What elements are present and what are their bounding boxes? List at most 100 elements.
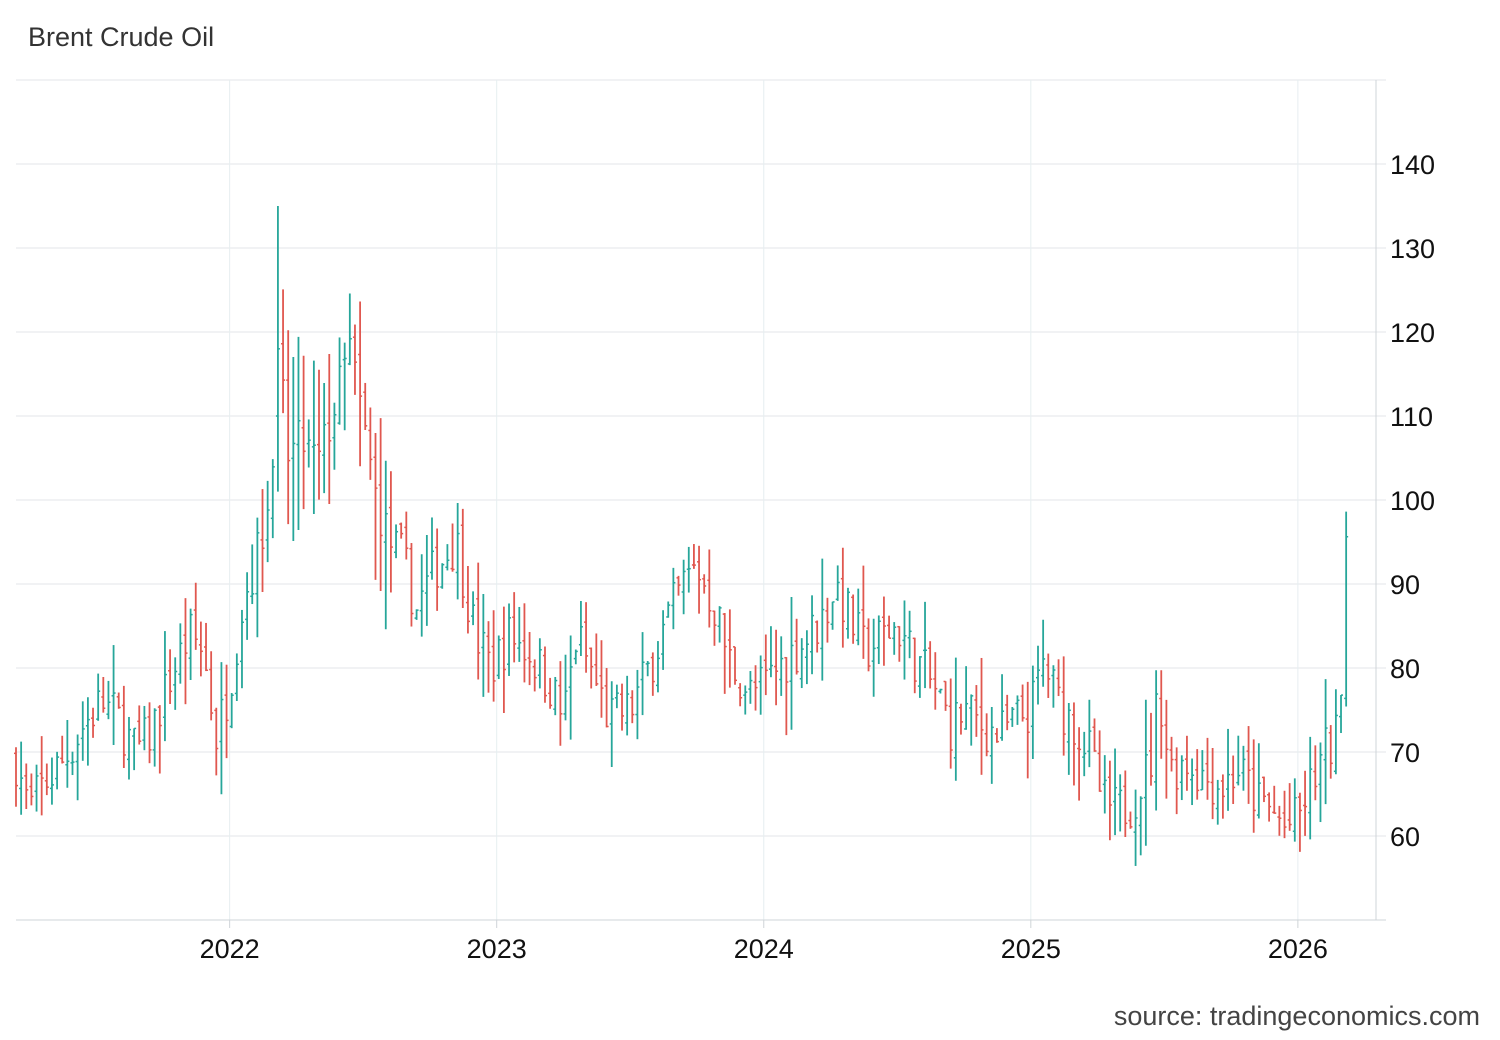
ohlc-bar: [337, 337, 342, 425]
ohlc-bar: [856, 588, 861, 646]
ohlc-bar: [204, 622, 209, 672]
ohlc-bar: [352, 324, 357, 395]
x-tick-label-2025: 2025: [1001, 934, 1061, 964]
ohlc-bar: [1030, 665, 1035, 759]
ohlc-bar: [1277, 805, 1282, 836]
y-tick-label-70: 70: [1390, 738, 1420, 768]
ohlc-bar: [943, 680, 948, 711]
y-tick-label-130: 130: [1390, 234, 1435, 264]
ohlc-bar: [1097, 730, 1102, 792]
ohlc-bar: [650, 652, 655, 696]
ohlc-bar: [327, 354, 332, 505]
ohlc-bar: [779, 636, 784, 696]
ohlc-bar: [91, 707, 96, 738]
ohlc-bar: [414, 609, 419, 620]
ohlc-bar: [501, 606, 506, 713]
ohlc-bar: [147, 702, 152, 764]
ohlc-bar: [994, 728, 999, 743]
ohlc-bar: [250, 544, 255, 605]
ohlc-bar: [609, 681, 614, 767]
ohlc-bar: [183, 598, 188, 705]
ohlc-bar: [917, 656, 922, 698]
ohlc-bar: [424, 534, 429, 626]
ohlc-bar: [820, 558, 825, 681]
ohlc-bar: [435, 528, 440, 611]
ohlc-bar: [245, 572, 250, 640]
ohlc-bars: [14, 206, 1349, 866]
ohlc-bar: [866, 618, 871, 672]
ohlc-bar: [55, 751, 60, 790]
ohlc-bar: [748, 671, 753, 704]
ohlc-bar: [573, 649, 578, 665]
ohlc-bar: [1215, 779, 1220, 825]
ohlc-bar: [738, 683, 743, 707]
ohlc-bar: [907, 610, 912, 659]
ohlc-bar: [558, 661, 563, 746]
ohlc-bar: [481, 593, 486, 697]
ohlc-bar: [301, 355, 306, 510]
ohlc-bar: [1313, 745, 1318, 801]
ohlc-bar: [1051, 665, 1056, 708]
ohlc-bar: [1174, 747, 1179, 815]
ohlc-bar: [861, 565, 866, 659]
ohlc-bar: [394, 524, 399, 559]
ohlc-bar: [383, 460, 388, 630]
ohlc-bar: [1256, 743, 1261, 819]
ohlc-bar: [1292, 778, 1297, 842]
ohlc-bar: [198, 621, 203, 677]
ohlc-bar: [553, 676, 558, 716]
ohlc-bar: [378, 418, 383, 592]
ohlc-bar: [697, 545, 702, 614]
ohlc-bar: [727, 609, 732, 688]
ohlc-bar: [548, 677, 553, 709]
ohlc-bar: [1344, 511, 1349, 707]
ohlc-bar: [399, 522, 404, 539]
ohlc-bar: [768, 626, 773, 678]
ohlc-bar: [984, 713, 989, 757]
ohlc-bar: [496, 635, 501, 680]
ohlc-bar: [928, 641, 933, 689]
ohlc-bar: [686, 546, 691, 593]
ohlc-bar: [789, 596, 794, 730]
ohlc-bar: [29, 773, 34, 806]
ohlc-bar: [681, 559, 686, 615]
ohlc-bar: [1195, 749, 1200, 800]
ohlc-bar: [1154, 670, 1159, 811]
ohlc-bar: [486, 621, 491, 693]
ohlc-bar: [286, 330, 291, 525]
ohlc-bar: [162, 631, 167, 742]
ohlc-bar: [1148, 712, 1153, 786]
ohlc-bar: [1169, 736, 1174, 772]
ohlc-bar: [1333, 689, 1338, 775]
ohlc-bar: [979, 657, 984, 775]
ohlc-bar: [887, 615, 892, 639]
ohlc-bar: [445, 544, 450, 571]
ohlc-bar: [111, 645, 116, 745]
ohlc-bar: [1272, 785, 1277, 814]
ohlc-bar: [758, 655, 763, 715]
ohlc-bar: [892, 622, 897, 655]
ohlc-bar: [527, 632, 532, 686]
ohlc-bar: [1241, 745, 1246, 791]
ohlc-bar: [404, 511, 409, 560]
ohlc-bar: [1339, 694, 1344, 734]
ohlc-bar: [1303, 770, 1308, 836]
ohlc-bar: [845, 587, 850, 639]
ohlc-bar: [851, 594, 856, 644]
ohlc-bar: [568, 635, 573, 740]
ohlc-bar: [1128, 811, 1133, 829]
ohlc-bar: [702, 574, 707, 594]
ohlc-bar: [1036, 645, 1041, 705]
ohlc-bar: [1092, 718, 1097, 752]
ohlc-bar: [450, 523, 455, 572]
ohlc-bar: [640, 632, 645, 716]
ohlc-bar: [260, 489, 265, 593]
ohlc-bar: [717, 606, 722, 643]
ohlc-bar: [1205, 737, 1210, 800]
ohlc-bar: [912, 637, 917, 694]
ohlc-bar: [65, 719, 70, 788]
ohlc-bar: [137, 705, 142, 745]
ohlc-bar: [1287, 783, 1292, 831]
ohlc-bar: [1226, 728, 1231, 811]
ohlc-bar: [291, 356, 296, 542]
